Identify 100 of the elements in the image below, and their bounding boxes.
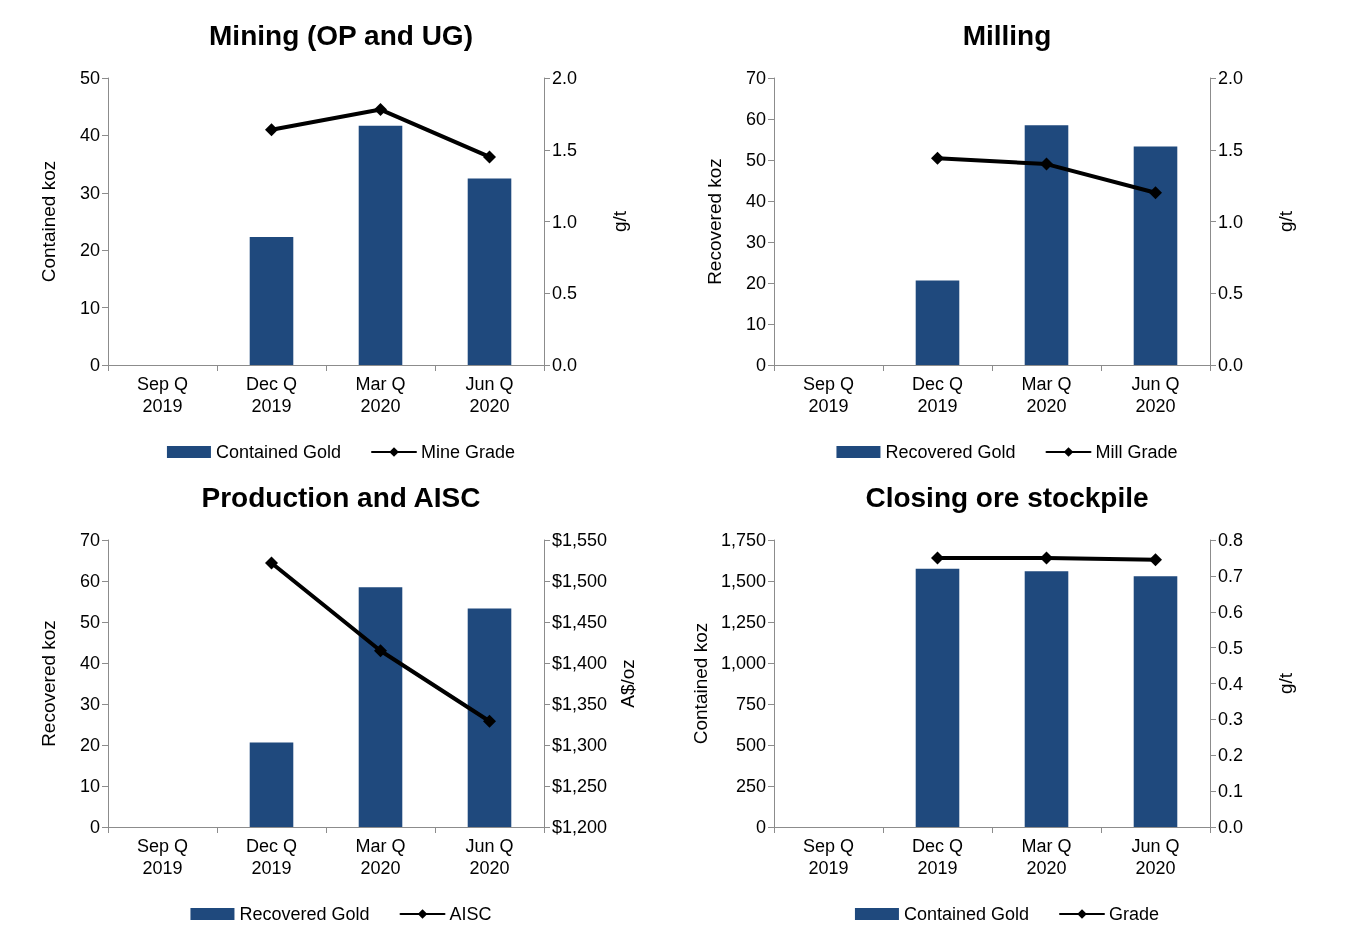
y2-axis-title: g/t	[609, 210, 630, 233]
x-tick-label: Dec Q 2019	[911, 836, 964, 878]
y2-tick-label: $1,500	[552, 571, 608, 591]
y2-tick-label: 2.0	[552, 68, 578, 88]
bar	[358, 125, 403, 365]
point	[265, 556, 278, 570]
y2-tick-label: $1,200	[552, 817, 608, 837]
y-tick-label: 1,750	[720, 530, 766, 550]
y-tick-label: 40	[745, 191, 766, 211]
y-tick-label: 0	[755, 817, 766, 837]
x-tick-label: Mar Q 2020	[1021, 836, 1072, 878]
point	[374, 103, 387, 117]
x-tick-label: Dec Q 2019	[245, 836, 298, 878]
x-tick-label: Sep Q 2019	[802, 374, 855, 416]
chart-title: Milling	[962, 19, 1052, 51]
y-tick-label: 50	[79, 68, 100, 88]
legend-label: Recovered Gold	[239, 904, 370, 924]
point	[1149, 186, 1162, 200]
y2-tick-label: 0.5	[1218, 637, 1244, 658]
y2-tick-label: $1,450	[552, 612, 608, 632]
bar	[358, 587, 403, 827]
y2-tick-label: 0.0	[552, 355, 578, 375]
y2-tick-label: $1,250	[552, 776, 608, 796]
y-tick-label: 10	[79, 776, 100, 796]
y2-tick-label: 1.5	[552, 139, 578, 160]
legend-label: Contained Gold	[215, 442, 342, 462]
x-tick-label: Jun Q 2020	[465, 374, 514, 416]
point	[483, 150, 496, 164]
y2-tick-label: $1,350	[552, 694, 608, 714]
point	[483, 714, 496, 728]
y2-tick-label: 0.5	[552, 283, 578, 304]
bar	[915, 280, 960, 365]
y-axis-title: Recovered koz	[704, 158, 725, 285]
y2-axis-title: g/t	[1275, 210, 1296, 233]
bar	[249, 237, 294, 365]
y-tick-label: 50	[745, 150, 766, 170]
y-tick-label: 750	[735, 694, 766, 714]
bar	[467, 178, 512, 365]
y-tick-label: 250	[735, 776, 766, 796]
x-tick-label: Sep Q 2019	[136, 374, 189, 416]
point	[931, 151, 944, 165]
y-tick-label: 20	[79, 240, 100, 261]
x-tick-label: Dec Q 2019	[911, 374, 964, 416]
y-tick-label: 10	[745, 314, 766, 334]
x-tick-label: Mar Q 2020	[355, 374, 406, 416]
legend-label: Contained Gold	[903, 904, 1030, 924]
legend-label: Grade	[1109, 904, 1160, 924]
y-tick-label: 30	[745, 232, 766, 252]
x-tick-label: Sep Q 2019	[802, 836, 855, 878]
y-tick-label: 0	[755, 355, 766, 375]
y2-tick-label: 0.8	[1218, 530, 1244, 550]
y2-tick-label: $1,300	[552, 735, 608, 755]
x-tick-label: Jun Q 2020	[1131, 374, 1180, 416]
y2-axis-title: g/t	[1275, 672, 1296, 695]
y2-tick-label: 1.5	[1218, 139, 1244, 160]
y-tick-label: 60	[79, 571, 100, 591]
x-tick-label: Mar Q 2020	[355, 836, 406, 878]
y-tick-label: 0	[89, 817, 100, 837]
y2-tick-label: 2.0	[1218, 68, 1244, 88]
y2-tick-label: 0.5	[1218, 283, 1244, 304]
legend-label: Mill Grade	[1095, 442, 1178, 462]
chart-title: Mining (OP and UG)	[209, 19, 473, 51]
y-tick-label: 20	[745, 273, 766, 293]
chart-title: Closing ore stockpile	[865, 481, 1149, 513]
y-tick-label: 40	[79, 125, 100, 146]
x-tick-label: Jun Q 2020	[1131, 836, 1180, 878]
y2-tick-label: 0.4	[1218, 673, 1244, 694]
y-tick-label: 50	[79, 612, 100, 632]
y2-tick-label: 1.0	[552, 211, 578, 232]
bar	[1133, 146, 1178, 365]
y-axis-title: Recovered koz	[38, 620, 59, 747]
x-tick-label: Jun Q 2020	[465, 836, 514, 878]
point	[265, 123, 278, 137]
bar	[1024, 125, 1069, 365]
x-tick-label: Mar Q 2020	[1021, 374, 1072, 416]
x-tick-label: Sep Q 2019	[136, 836, 189, 878]
y2-tick-label: 1.0	[1218, 211, 1244, 232]
y-tick-label: 60	[745, 109, 766, 129]
y-tick-label: 0	[89, 355, 100, 375]
y-tick-label: 40	[79, 653, 100, 673]
point	[1040, 157, 1053, 171]
y2-tick-label: 0.6	[1218, 601, 1244, 622]
y-tick-label: 70	[745, 68, 766, 88]
y-tick-label: 1,500	[720, 571, 766, 591]
y-tick-label: 20	[79, 735, 100, 755]
y-tick-label: 500	[735, 735, 766, 755]
y-tick-label: 1,000	[720, 653, 766, 673]
y-tick-label: 70	[79, 530, 100, 550]
y2-tick-label: 0.1	[1218, 781, 1244, 802]
y-tick-label: 30	[79, 182, 100, 203]
point	[374, 644, 387, 658]
y2-tick-label: 0.3	[1218, 709, 1244, 730]
y2-tick-label: 0.0	[1218, 817, 1244, 837]
y-tick-label: 10	[79, 297, 100, 318]
legend-label: Recovered Gold	[885, 442, 1016, 462]
y2-tick-label: 0.0	[1218, 355, 1244, 375]
x-tick-label: Dec Q 2019	[245, 374, 298, 416]
y2-tick-label: 0.2	[1218, 745, 1244, 766]
y-tick-label: 1,250	[720, 612, 766, 632]
y-axis-title: Contained koz	[690, 622, 712, 745]
